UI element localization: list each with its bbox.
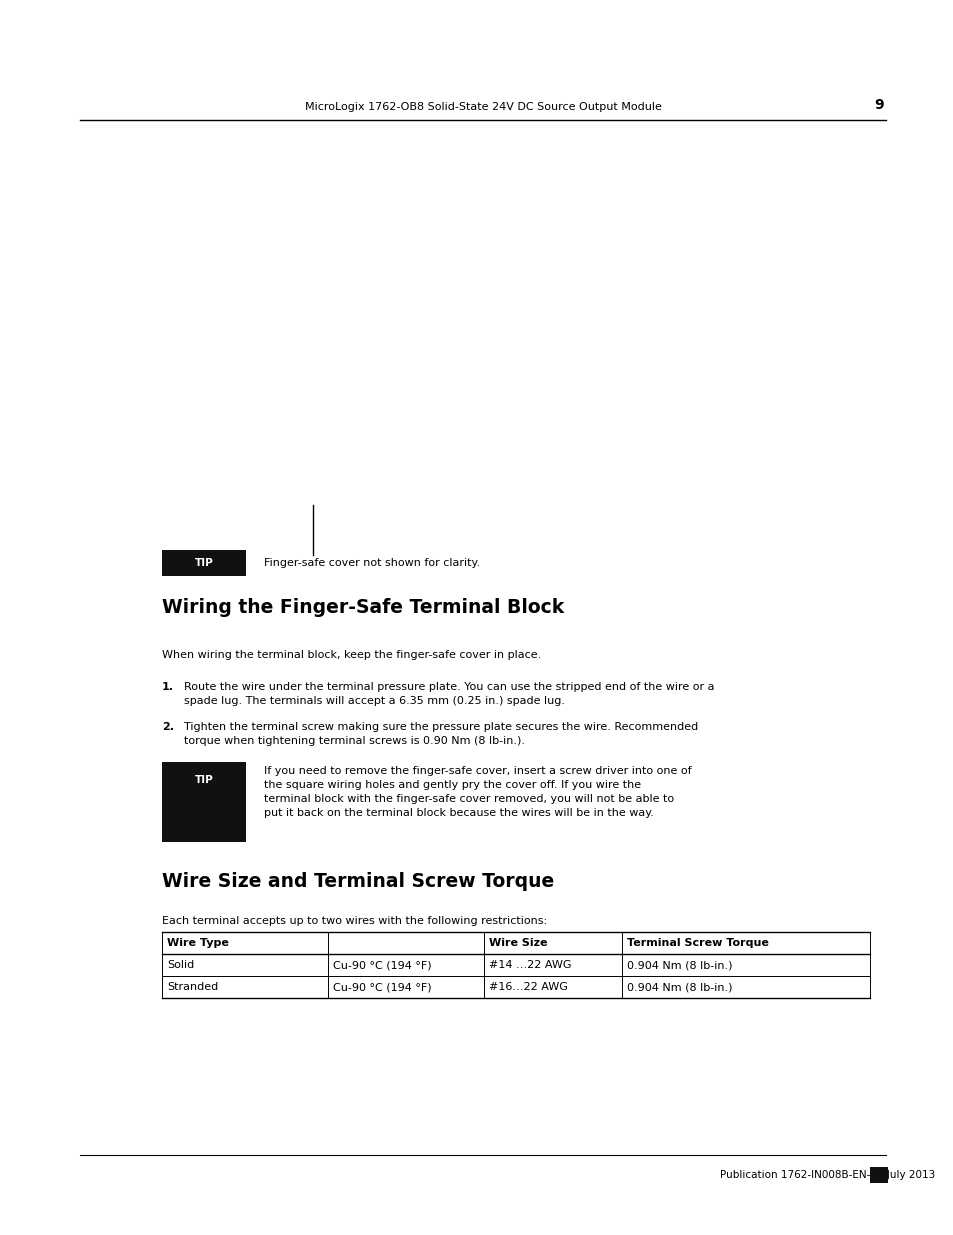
Text: Wire Type: Wire Type bbox=[167, 939, 229, 948]
Text: Publication 1762-IN008B-EN-P - July 2013: Publication 1762-IN008B-EN-P - July 2013 bbox=[720, 1170, 934, 1179]
Text: 0.904 Nm (8 lb-in.): 0.904 Nm (8 lb-in.) bbox=[626, 960, 732, 969]
Text: TIP: TIP bbox=[194, 558, 213, 568]
Text: 9: 9 bbox=[874, 98, 883, 112]
Text: Wire Size: Wire Size bbox=[489, 939, 547, 948]
Text: Wire Size and Terminal Screw Torque: Wire Size and Terminal Screw Torque bbox=[162, 872, 554, 890]
Text: Stranded: Stranded bbox=[167, 982, 218, 992]
FancyBboxPatch shape bbox=[162, 762, 246, 842]
Text: Tighten the terminal screw making sure the pressure plate secures the wire. Reco: Tighten the terminal screw making sure t… bbox=[184, 722, 698, 746]
Text: 0.904 Nm (8 lb-in.): 0.904 Nm (8 lb-in.) bbox=[626, 982, 732, 992]
Text: Each terminal accepts up to two wires with the following restrictions:: Each terminal accepts up to two wires wi… bbox=[162, 916, 547, 926]
Text: Terminal Screw Torque: Terminal Screw Torque bbox=[626, 939, 768, 948]
Text: If you need to remove the finger-safe cover, insert a screw driver into one of
t: If you need to remove the finger-safe co… bbox=[264, 766, 691, 818]
Text: #16…22 AWG: #16…22 AWG bbox=[489, 982, 567, 992]
Text: Solid: Solid bbox=[167, 960, 194, 969]
Text: 1.: 1. bbox=[162, 682, 173, 692]
FancyBboxPatch shape bbox=[869, 1167, 887, 1183]
Text: When wiring the terminal block, keep the finger-safe cover in place.: When wiring the terminal block, keep the… bbox=[162, 650, 540, 659]
Text: Finger-safe cover not shown for clarity.: Finger-safe cover not shown for clarity. bbox=[264, 558, 479, 568]
Text: Wiring the Finger-Safe Terminal Block: Wiring the Finger-Safe Terminal Block bbox=[162, 598, 563, 618]
Text: #14 …22 AWG: #14 …22 AWG bbox=[489, 960, 571, 969]
Text: Route the wire under the terminal pressure plate. You can use the stripped end o: Route the wire under the terminal pressu… bbox=[184, 682, 714, 706]
Text: 2.: 2. bbox=[162, 722, 173, 732]
Text: MicroLogix 1762-OB8 Solid-State 24V DC Source Output Module: MicroLogix 1762-OB8 Solid-State 24V DC S… bbox=[304, 103, 660, 112]
Text: Cu-90 °C (194 °F): Cu-90 °C (194 °F) bbox=[333, 982, 431, 992]
Text: Cu-90 °C (194 °F): Cu-90 °C (194 °F) bbox=[333, 960, 431, 969]
Text: TIP: TIP bbox=[194, 774, 213, 784]
FancyBboxPatch shape bbox=[162, 550, 246, 576]
